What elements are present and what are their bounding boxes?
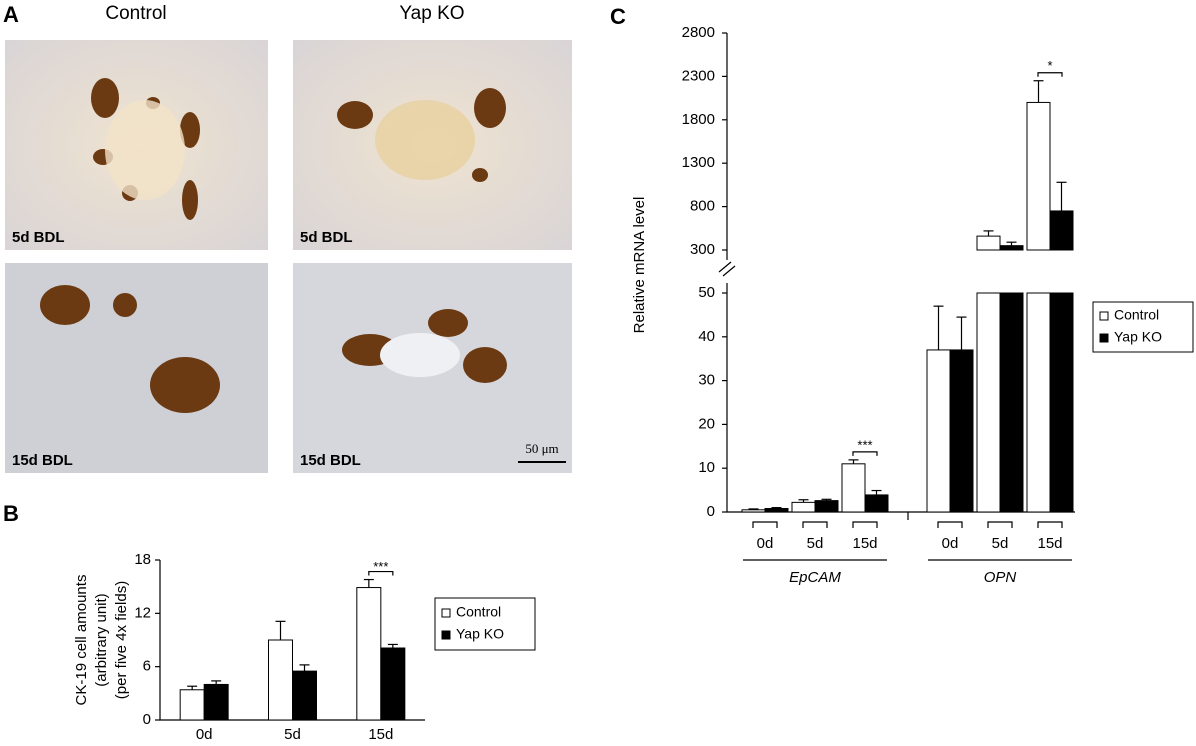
y-tick-label: 18 xyxy=(134,551,151,568)
significance-bracket xyxy=(368,570,394,576)
bar-lower-segment xyxy=(1049,292,1074,513)
category-bracket xyxy=(987,521,1013,528)
panel-label: B xyxy=(3,501,19,526)
y-axis-label: (per five 4x fields) xyxy=(113,581,130,699)
group-label: EpCAM xyxy=(789,569,841,586)
category-bracket xyxy=(937,521,963,528)
x-tick-label: 15d xyxy=(368,726,393,743)
significance-bracket xyxy=(852,451,878,456)
x-tick-label: 0d xyxy=(942,535,959,552)
y-tick-label: 300 xyxy=(690,241,715,258)
bar xyxy=(791,501,816,513)
y-tick-label: 30 xyxy=(698,372,715,389)
y-tick-label: 2800 xyxy=(682,24,715,41)
micrograph-label: 5d BDL xyxy=(12,229,65,246)
legend-swatch xyxy=(441,608,451,618)
y-tick-label: 6 xyxy=(143,658,151,675)
legend-swatch xyxy=(441,630,451,640)
legend-label: Yap KO xyxy=(456,626,504,642)
bar xyxy=(292,670,317,721)
bar xyxy=(841,463,866,513)
category-bracket xyxy=(802,521,828,528)
panel-label: A xyxy=(3,2,19,27)
significance-label: *** xyxy=(857,437,872,452)
group-label: OPN xyxy=(984,569,1017,586)
y-tick-label: 0 xyxy=(707,503,715,520)
micrograph-label: 15d BDL xyxy=(300,452,361,469)
y-tick-label: 20 xyxy=(698,415,715,432)
bar-lower-segment xyxy=(976,292,1001,513)
panel-label: C xyxy=(610,4,626,29)
x-tick-label: 5d xyxy=(807,535,824,552)
x-tick-label: 15d xyxy=(1037,535,1062,552)
bar xyxy=(864,494,889,513)
bar xyxy=(949,349,974,513)
y-tick-label: 10 xyxy=(698,459,715,476)
significance-label: *** xyxy=(373,559,388,574)
bar xyxy=(741,509,766,513)
bar xyxy=(814,500,839,513)
legend-box xyxy=(434,597,536,651)
bar-lower-segment xyxy=(1026,292,1051,513)
significance-bracket xyxy=(1037,72,1063,77)
x-tick-label: 5d xyxy=(284,726,301,743)
y-tick-label: 1800 xyxy=(682,111,715,128)
bar xyxy=(380,647,406,721)
bar xyxy=(764,507,789,513)
significance-label: * xyxy=(1047,58,1052,73)
category-bracket xyxy=(852,521,878,528)
legend-box xyxy=(1092,301,1194,353)
y-tick-label: 2300 xyxy=(682,67,715,84)
bar xyxy=(179,689,205,721)
x-tick-label: 0d xyxy=(196,726,213,743)
legend-swatch xyxy=(1099,333,1109,343)
y-tick-label: 50 xyxy=(698,284,715,301)
bar xyxy=(356,587,382,721)
axis-break xyxy=(718,261,736,277)
category-bracket xyxy=(1037,521,1063,528)
y-axis-label: (arbitrary unit) xyxy=(93,593,110,686)
bar xyxy=(203,683,229,721)
bar xyxy=(976,235,1001,251)
y-axis-label: Relative mRNA level xyxy=(631,197,648,334)
x-tick-label: 5d xyxy=(992,535,1009,552)
legend-swatch xyxy=(1099,311,1109,321)
y-axis-label: CK-19 cell amounts xyxy=(73,575,90,706)
column-title: Yap KO xyxy=(399,3,464,24)
bar xyxy=(999,245,1024,251)
bar xyxy=(1026,101,1051,251)
bar xyxy=(1049,210,1074,251)
y-tick-label: 40 xyxy=(698,328,715,345)
micrographs xyxy=(5,40,572,473)
legend-label: Control xyxy=(1114,307,1159,323)
y-tick-label: 1300 xyxy=(682,154,715,171)
x-tick-label: 15d xyxy=(852,535,877,552)
column-title: Control xyxy=(105,3,166,24)
legend-label: Control xyxy=(456,604,501,620)
y-tick-label: 0 xyxy=(143,711,151,728)
micrograph-label: 5d BDL xyxy=(300,229,353,246)
x-tick-label: 0d xyxy=(757,535,774,552)
micrograph-label: 15d BDL xyxy=(12,452,73,469)
legend-label: Yap KO xyxy=(1114,329,1162,345)
bar xyxy=(926,349,951,513)
scale-bar-label: 50 μm xyxy=(525,441,558,456)
y-tick-label: 12 xyxy=(134,604,151,621)
bar-lower-segment xyxy=(999,292,1024,513)
bar xyxy=(268,639,293,721)
category-bracket xyxy=(752,521,778,528)
y-tick-label: 800 xyxy=(690,198,715,215)
